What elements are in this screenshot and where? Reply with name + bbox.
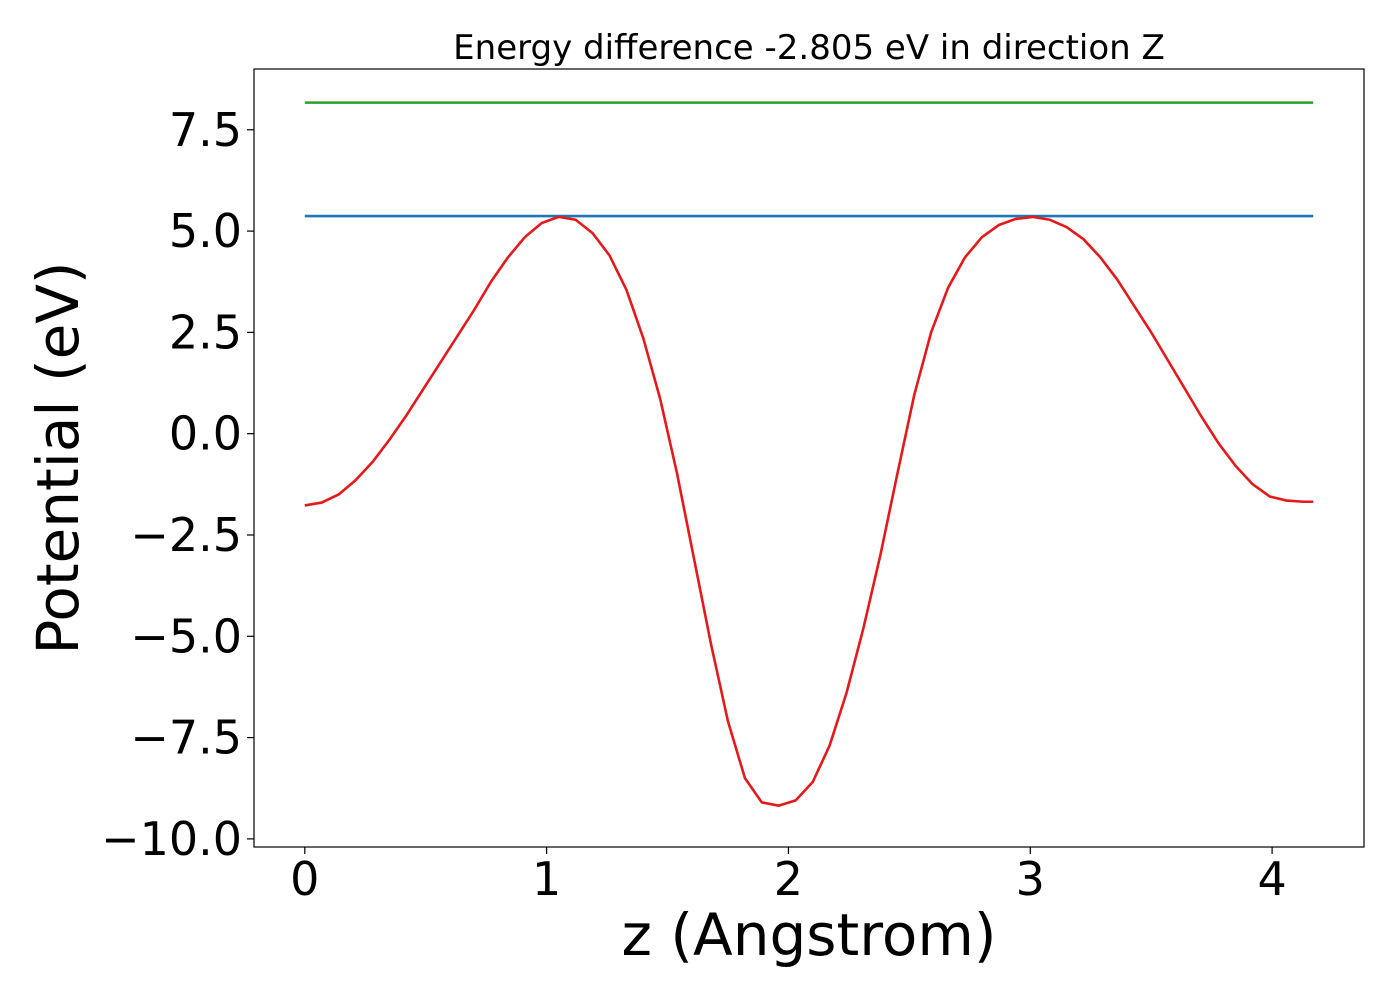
y-axis-ticks: −10.0 −7.5 −5.0 −2.5 0.0 2.5 5.0 7.5: [101, 103, 254, 866]
x-tick-label: 4: [1257, 852, 1286, 906]
y-tick-label: −2.5: [130, 508, 242, 562]
y-tick-label: −10.0: [101, 812, 242, 866]
y-tick-label: −5.0: [130, 609, 242, 663]
axes-frame: [253, 68, 1365, 848]
y-tick-label: −7.5: [130, 711, 242, 765]
y-axis-label: Potential (eV): [24, 261, 92, 654]
y-tick-label: 7.5: [169, 103, 242, 157]
x-tick-label: 0: [290, 852, 319, 906]
y-tick-label: 2.5: [169, 305, 242, 359]
y-tick-label: 0.0: [169, 407, 242, 461]
x-tick-label: 2: [774, 852, 803, 906]
series-line-3: [304, 215, 1314, 807]
x-axis-label: z (Angstrom): [622, 901, 997, 969]
chart-title: Energy difference -2.805 eV in direction…: [453, 28, 1165, 68]
plot-area: [253, 68, 1365, 848]
x-tick-label: 3: [1016, 852, 1045, 906]
x-axis-ticks: 0 1 2 3 4: [290, 847, 1287, 906]
y-tick-label: 5.0: [169, 204, 242, 258]
x-tick-label: 1: [532, 852, 561, 906]
